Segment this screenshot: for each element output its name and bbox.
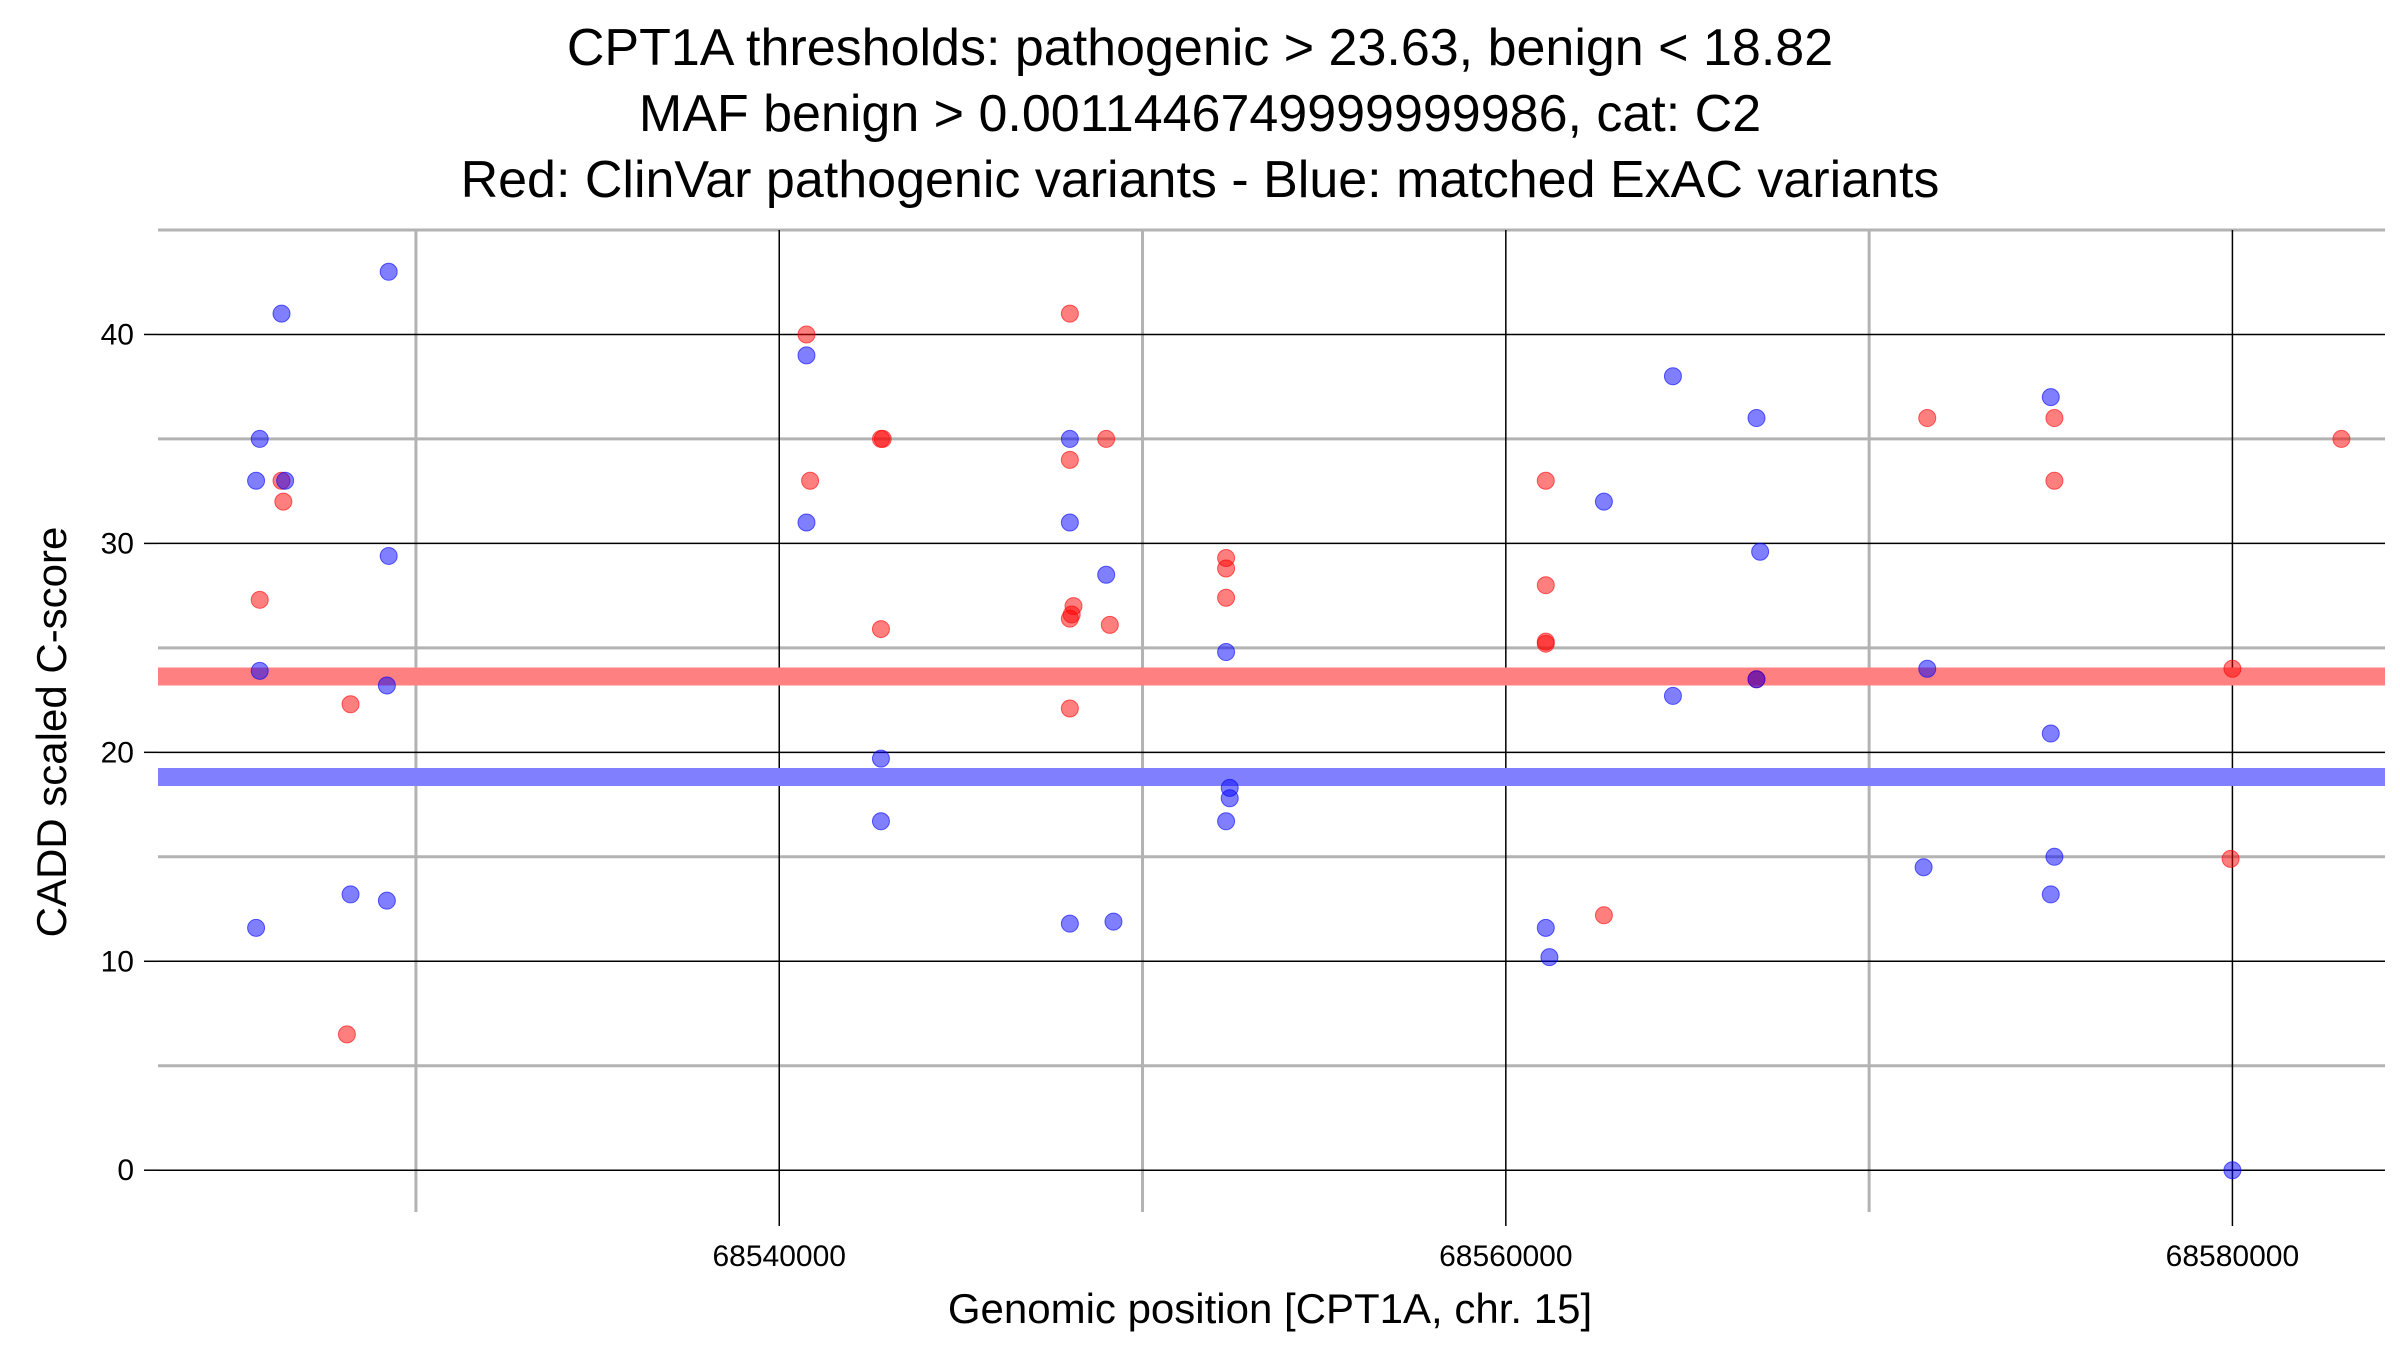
exac-point (1220, 789, 1239, 808)
exac-point (1097, 565, 1116, 584)
pathogenic-point (1536, 471, 1555, 490)
tick-labels: 0 10 20 30 40 68540000 68560000 68580000 (101, 318, 2300, 1273)
exac-point (1914, 858, 1933, 877)
y-tick-label: 30 (101, 527, 134, 560)
y-tick-label: 10 (101, 945, 134, 978)
exac-point (250, 429, 269, 448)
exac-point (341, 885, 360, 904)
pathogenic-point (2332, 429, 2351, 448)
exac-point (276, 471, 295, 490)
pathogenic-point (1536, 576, 1555, 595)
exac-point (1540, 948, 1559, 967)
data-points (247, 262, 2351, 1180)
y-tick-label: 20 (101, 736, 134, 769)
chart-title-line-3: Red: ClinVar pathogenic variants - Blue:… (460, 151, 1940, 209)
exac-point (871, 812, 890, 831)
pathogenic-point (250, 590, 269, 609)
pathogenic-point (2045, 409, 2064, 428)
exac-point (1104, 912, 1123, 931)
exac-point (1060, 914, 1079, 933)
exac-point (250, 661, 269, 680)
pathogenic-point (801, 471, 820, 490)
pathogenic-point (1918, 409, 1937, 428)
pathogenic-point (1594, 906, 1613, 925)
x-tick-label: 68540000 (712, 1240, 845, 1273)
exac-point (379, 546, 398, 565)
exac-point (1594, 492, 1613, 511)
pathogenic-point (274, 492, 293, 511)
pathogenic-point (1536, 634, 1555, 653)
pathogenic-point (2221, 849, 2240, 868)
pathogenic-point (2045, 471, 2064, 490)
pathogenic-point (2223, 659, 2242, 678)
exac-point (2041, 724, 2060, 743)
pathogenic-point (873, 429, 892, 448)
chart-title-line-2: MAF benign > 0.0011446749999999986, cat:… (638, 85, 1762, 143)
minor-gridlines (158, 228, 2385, 1212)
exac-point (1060, 429, 1079, 448)
pathogenic-point (871, 620, 890, 639)
pathogenic-point (797, 325, 816, 344)
exac-point (1918, 659, 1937, 678)
pathogenic-point (1097, 429, 1116, 448)
exac-point (2041, 388, 2060, 407)
exac-point (1536, 918, 1555, 937)
y-tick-label: 0 (117, 1154, 134, 1187)
exac-point (1747, 670, 1766, 689)
exac-point (377, 676, 396, 695)
exac-point (1060, 513, 1079, 532)
y-tick-label: 40 (101, 318, 134, 351)
pathogenic-point (1217, 588, 1236, 607)
exac-point (1747, 409, 1766, 428)
exac-point (871, 749, 890, 768)
pathogenic-point (1060, 450, 1079, 469)
pathogenic-point (1064, 597, 1083, 616)
pathogenic-point (341, 695, 360, 714)
pathogenic-point (1217, 559, 1236, 578)
x-tick-label: 68580000 (2166, 1240, 2299, 1273)
exac-point (1663, 367, 1682, 386)
axes (144, 333, 2234, 1226)
exac-point (247, 918, 266, 937)
pathogenic-point (337, 1025, 356, 1044)
exac-point (797, 513, 816, 532)
chart-title-line-1: CPT1A thresholds: pathogenic > 23.63, be… (566, 19, 1834, 77)
exac-point (1751, 542, 1770, 561)
x-axis-label: Genomic position [CPT1A, chr. 15] (948, 1285, 1592, 1332)
pathogenic-point (1100, 615, 1119, 634)
major-gridlines (158, 230, 2385, 1212)
exac-point (247, 471, 266, 490)
pathogenic-point (1060, 699, 1079, 718)
exac-point (2041, 885, 2060, 904)
exac-point (1217, 643, 1236, 662)
exac-point (377, 891, 396, 910)
pathogenic-point (1060, 304, 1079, 323)
y-axis-label: CADD scaled C-score (28, 527, 75, 938)
exac-point (2223, 1161, 2242, 1180)
threshold-bands (158, 667, 2385, 786)
exac-point (2045, 847, 2064, 866)
exac-point (379, 262, 398, 281)
exac-point (797, 346, 816, 365)
exac-point (272, 304, 291, 323)
exac-point (1217, 812, 1236, 831)
exac-point (1663, 686, 1682, 705)
x-tick-label: 68560000 (1439, 1240, 1572, 1273)
